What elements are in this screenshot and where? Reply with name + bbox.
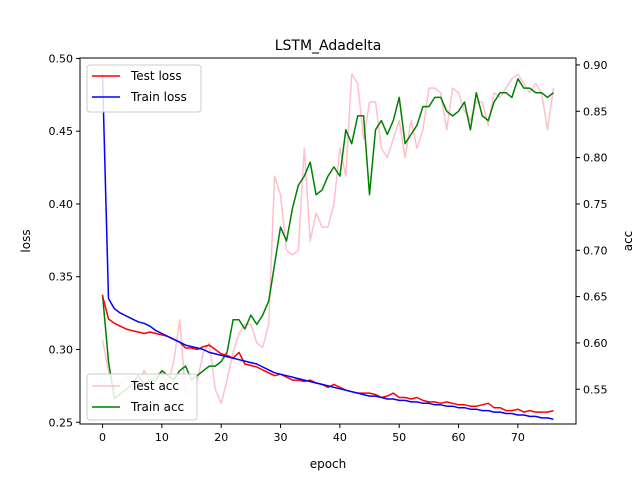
legend-label-test-acc: Test acc [130,379,179,393]
plot-frame [79,57,577,425]
loss-axis-ticks: 0.25 0.30 0.35 0.40 0.45 0.50 [49,52,80,429]
acc-tick-label: 0.70 [583,244,608,257]
acc-tick-label: 0.90 [583,59,608,72]
loss-tick-label: 0.40 [49,198,74,211]
series-line-train-loss [101,74,554,421]
loss-legend: Test loss Train loss [86,64,202,113]
acc-axis-ticks: 0.55 0.60 0.65 0.70 0.75 0.80 0.85 0.90 [576,59,608,396]
loss-tick-label: 0.35 [49,271,74,284]
acc-legend: Test acc Train acc [86,373,198,421]
acc-tick-label: 0.75 [583,198,608,211]
acc-tick-label: 0.85 [583,105,608,118]
acc-axis-label: acc [621,231,635,252]
acc-tick-label: 0.60 [583,337,608,350]
x-tick-label: 50 [392,431,406,444]
x-tick-label: 40 [333,431,347,444]
loss-tick-label: 0.50 [49,52,74,65]
x-tick-label: 0 [99,431,106,444]
acc-tick-label: 0.55 [583,383,608,396]
acc-tick-label: 0.65 [583,291,608,304]
loss-tick-label: 0.25 [49,416,74,429]
chart-title: LSTM_Adadelta [275,38,382,54]
legend-label-test-loss: Test loss [130,69,182,83]
legend-label-train-loss: Train loss [130,90,187,104]
x-tick-label: 10 [155,431,169,444]
loss-axis-label: loss [19,229,33,252]
loss-tick-label: 0.45 [49,125,74,138]
legend-label-train-acc: Train acc [130,400,184,414]
x-tick-label: 20 [214,431,228,444]
x-axis-label: epoch [310,457,347,471]
x-tick-label: 30 [274,431,288,444]
x-tick-label: 70 [511,431,525,444]
x-axis-ticks: 0 10 20 30 40 50 60 70 [99,424,525,444]
loss-tick-label: 0.30 [49,343,74,356]
acc-tick-label: 0.80 [583,152,608,165]
x-tick-label: 60 [452,431,466,444]
